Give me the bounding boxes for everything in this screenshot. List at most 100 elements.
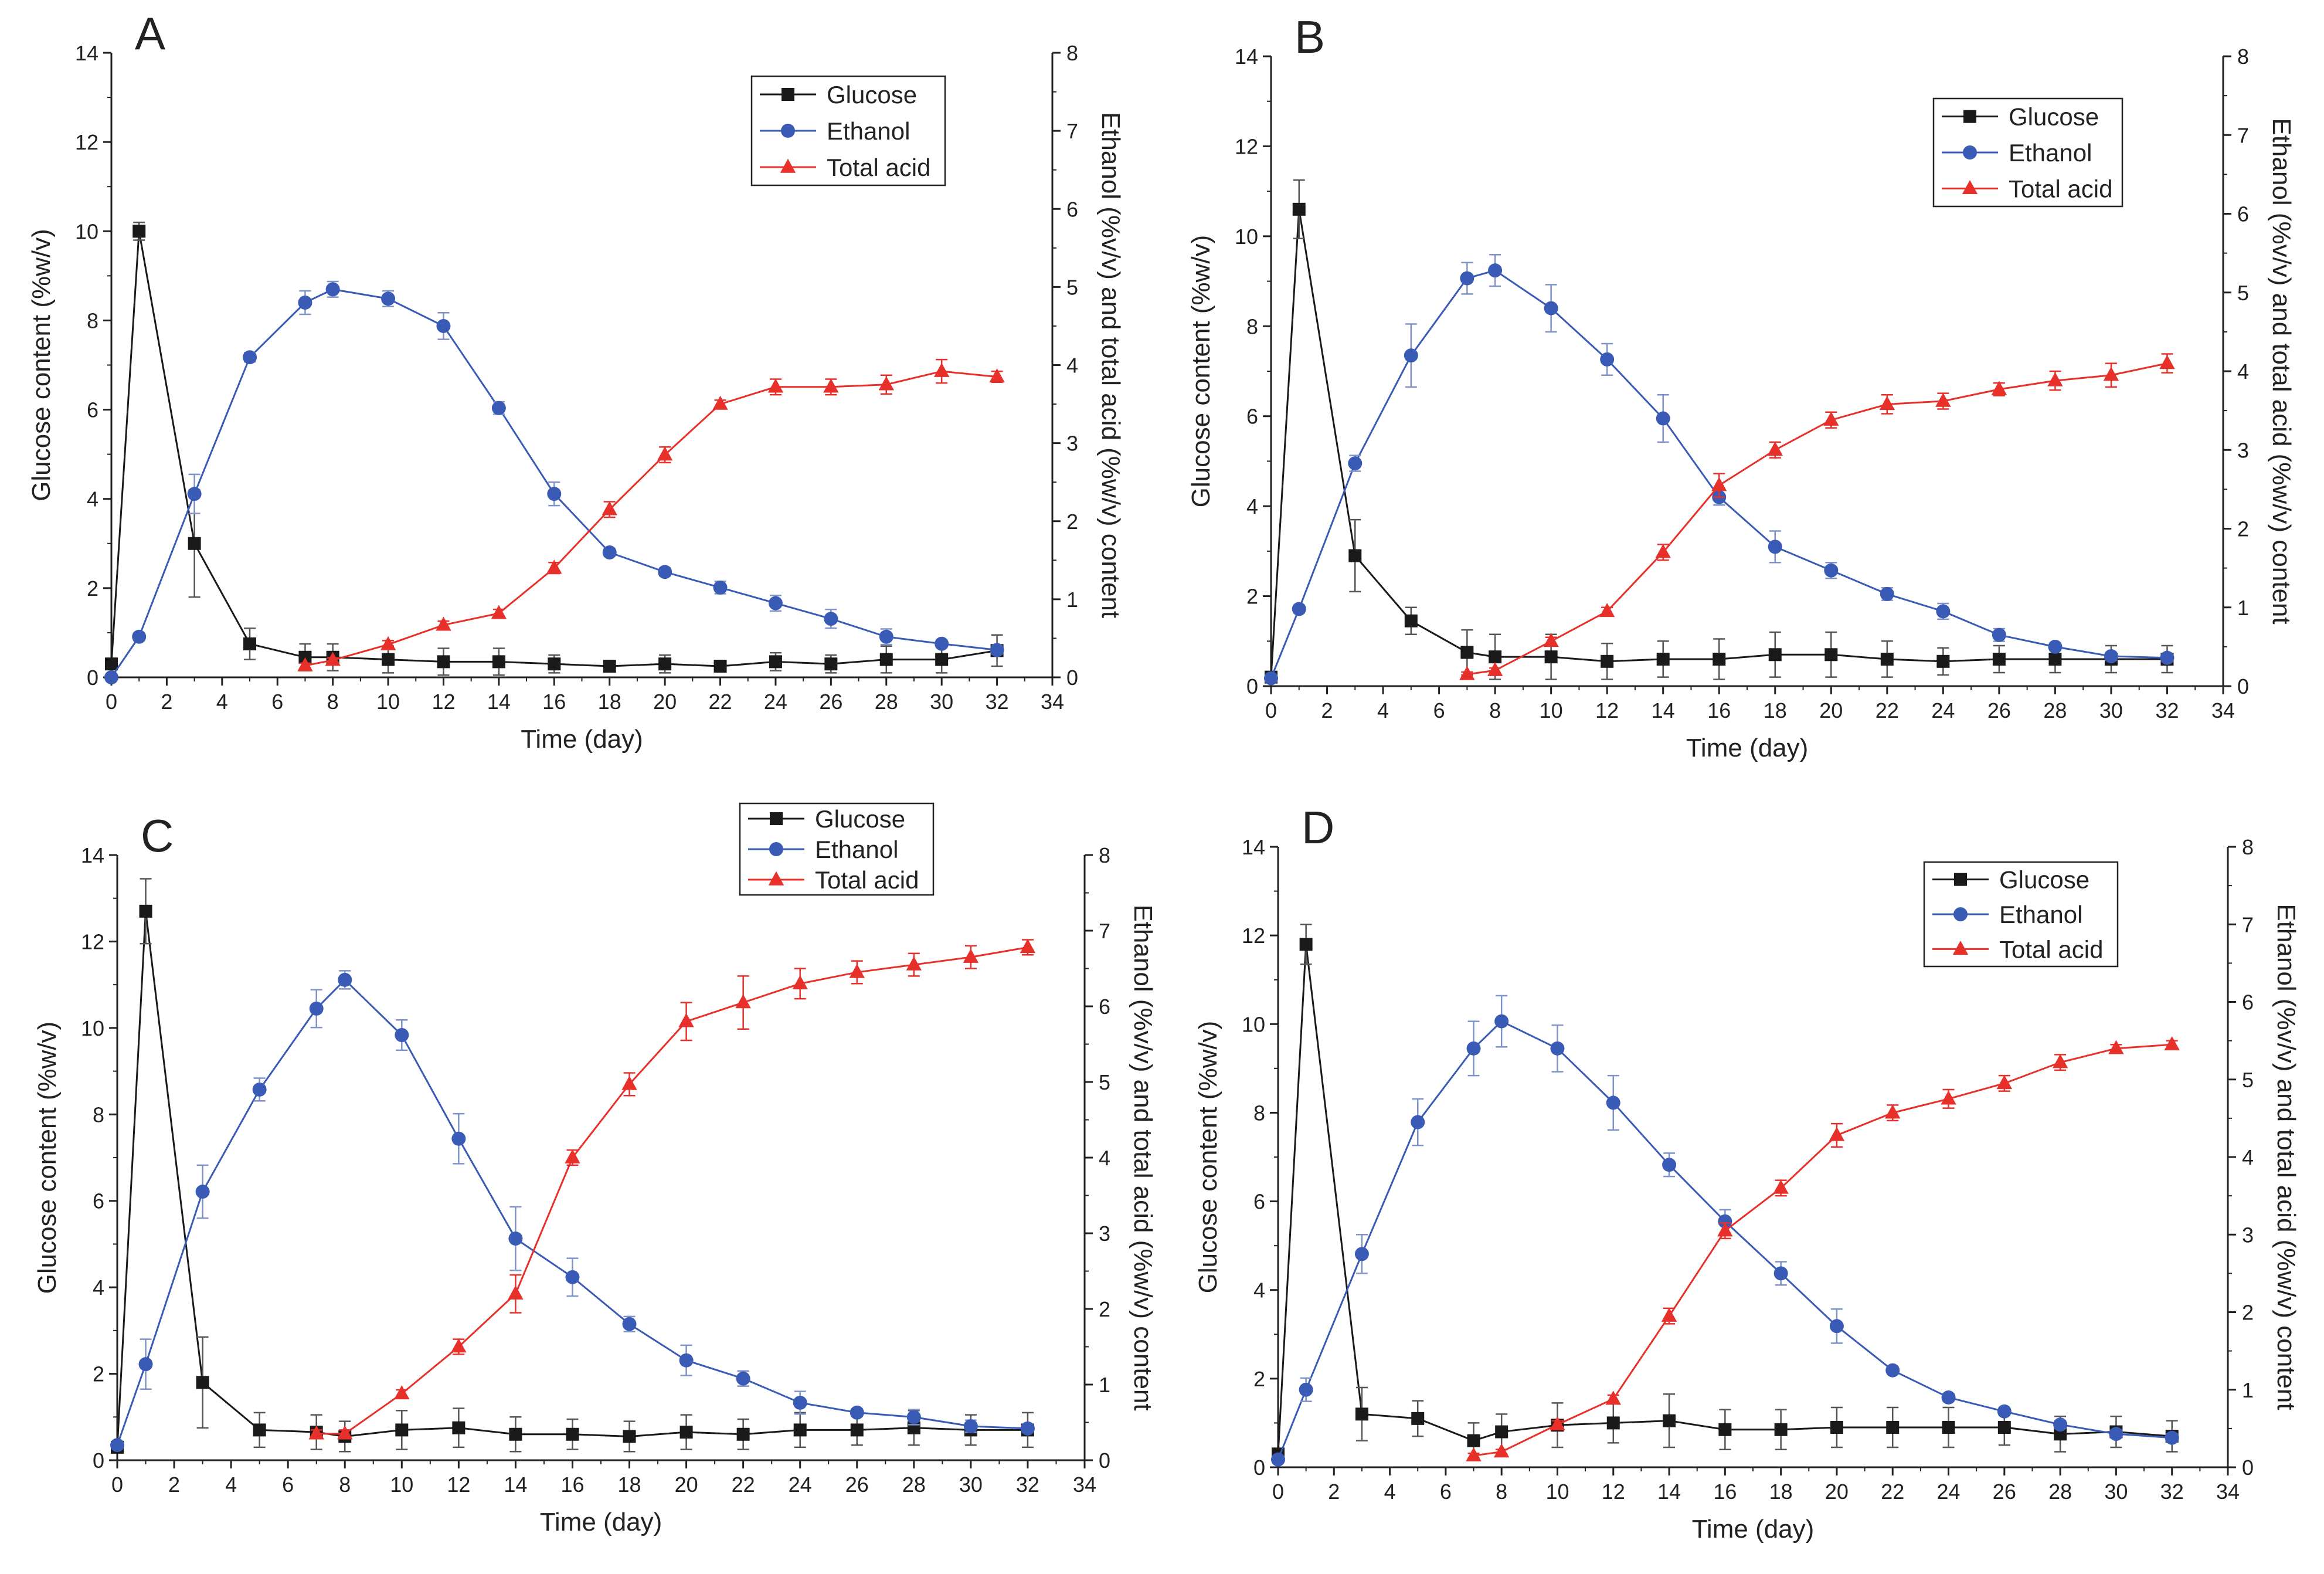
y-right-tick-label: 1: [2242, 1378, 2254, 1402]
x-tick-label: 12: [1595, 698, 1619, 722]
data-point-glucose: [196, 1376, 209, 1389]
data-point-glucose: [437, 655, 450, 669]
x-tick-label: 22: [732, 1473, 755, 1497]
data-point-ethanol: [1941, 1390, 1956, 1405]
x-tick-label: 10: [1540, 698, 1563, 722]
data-point-glucose: [658, 657, 672, 671]
data-point-ethanol: [1460, 271, 1474, 286]
y-left-tick-label: 14: [1242, 835, 1265, 859]
data-point-ethanol: [1880, 586, 1894, 601]
data-point-total-acid: [792, 975, 808, 990]
data-point-ethanol: [1936, 604, 1951, 619]
data-point-ethanol: [679, 1353, 694, 1368]
series-total-acid: [1459, 353, 2175, 680]
y-right-tick-label: 5: [1066, 275, 1078, 299]
data-point-ethanol: [736, 1371, 750, 1386]
data-point-glucose: [793, 1423, 807, 1437]
data-point-ethanol: [1600, 352, 1615, 367]
data-point-glucose: [935, 653, 949, 666]
series-glucose: [1272, 924, 2179, 1461]
x-axis-title: Time (day): [1686, 734, 1809, 762]
x-tick-label: 6: [1433, 698, 1445, 722]
x-tick-label: 14: [1657, 1480, 1681, 1504]
y-left-tick-label: 0: [1246, 674, 1258, 698]
data-point-ethanol: [793, 1395, 807, 1410]
x-tick-label: 32: [2160, 1480, 2184, 1504]
x-tick-label: 10: [376, 690, 400, 714]
data-point-ethanol: [1992, 627, 2006, 642]
series-line-ethanol: [116, 978, 1028, 1446]
data-point-ethanol: [195, 1185, 210, 1199]
data-point-total-acid: [1711, 477, 1727, 491]
data-point-glucose: [1544, 650, 1558, 664]
legend-label-glucose: Glucose: [2009, 103, 2099, 131]
legend: Glucose Ethanol Total acid: [1932, 97, 2123, 208]
y-right-tick-label: 3: [1099, 1222, 1110, 1246]
data-point-ethanol: [990, 643, 1004, 657]
y-left-tick-label: 2: [87, 576, 98, 601]
data-point-total-acid: [1487, 662, 1503, 676]
y-right-tick-label: 0: [2242, 1456, 2254, 1480]
data-point-glucose: [1404, 614, 1418, 627]
data-point-total-acid: [621, 1076, 637, 1090]
data-point-glucose: [1936, 654, 1950, 668]
data-point-ethanol: [104, 670, 118, 684]
legend-marker-glucose: [1963, 110, 1976, 123]
x-tick-label: 12: [447, 1473, 470, 1497]
y-right-tick-label: 6: [1099, 995, 1110, 1019]
data-point-total-acid: [565, 1149, 580, 1163]
data-point-ethanol: [1997, 1404, 2012, 1419]
data-point-ethanol: [1606, 1095, 1620, 1110]
x-tick-label: 0: [106, 690, 117, 714]
chart-panel-d: 0 2 4 6 8 10 12 14 16 18 20 22 24 26 28 30 32 34024681012…: [1194, 802, 2301, 1544]
panel-label: C: [141, 810, 174, 861]
data-point-glucose: [1768, 648, 1782, 662]
x-tick-label: 18: [618, 1473, 641, 1497]
x-axis-title: Time (day): [521, 725, 643, 754]
legend-marker-ethanol: [1963, 145, 1977, 160]
data-point-glucose: [623, 1430, 636, 1443]
data-point-glucose: [1997, 1420, 2011, 1434]
data-point-total-acid: [933, 362, 950, 377]
y-right-tick-label: 8: [1099, 843, 1110, 867]
data-point-ethanol: [395, 1028, 409, 1043]
data-point-total-acid: [1767, 441, 1783, 456]
data-point-total-acid: [735, 994, 751, 1009]
y-left-tick-label: 14: [1235, 45, 1258, 69]
legend-marker-total-acid: [1952, 941, 1969, 955]
data-point-ethanol: [1718, 1214, 1732, 1229]
y-left-tick-label: 6: [87, 398, 98, 422]
legend-marker-total-acid: [780, 158, 796, 173]
x-tick-label: 20: [1825, 1480, 1849, 1504]
data-point-glucose: [1992, 652, 2006, 666]
y-left-tick-label: 8: [1253, 1101, 1265, 1125]
data-point-ethanol: [381, 291, 396, 306]
y-left-tick-label: 12: [81, 930, 104, 954]
y-right-tick-label: 3: [2237, 438, 2249, 462]
x-tick-label: 24: [1937, 1480, 1961, 1504]
x-tick-label: 16: [1713, 1480, 1737, 1504]
data-point-total-acid: [906, 956, 922, 971]
data-point-total-acid: [823, 378, 839, 393]
x-tick-label: 22: [1881, 1480, 1904, 1504]
series-line-total-acid: [305, 370, 997, 667]
data-point-total-acid: [1661, 1307, 1677, 1322]
x-tick-label: 16: [1707, 698, 1731, 722]
data-point-total-acid: [602, 501, 617, 515]
x-tick-label: 24: [1931, 698, 1955, 722]
y-right-tick-label: 5: [2242, 1068, 2254, 1092]
data-point-glucose: [139, 904, 152, 918]
legend-marker-total-acid: [1962, 180, 1978, 195]
series-glucose: [105, 221, 1004, 676]
data-point-ethanol: [2104, 649, 2118, 663]
y-left-tick-label: 10: [1242, 1012, 1265, 1036]
x-tick-label: 4: [216, 690, 228, 714]
legend-marker-ethanol: [781, 124, 795, 138]
legend-marker-ethanol: [769, 842, 783, 856]
series-line-total-acid: [316, 946, 1028, 1435]
data-point-ethanol: [1829, 1319, 1844, 1334]
data-point-ethanol: [1544, 301, 1558, 316]
data-point-total-acid: [712, 395, 728, 410]
axes-c: [116, 855, 1086, 1461]
x-tick-label: 24: [764, 690, 787, 714]
